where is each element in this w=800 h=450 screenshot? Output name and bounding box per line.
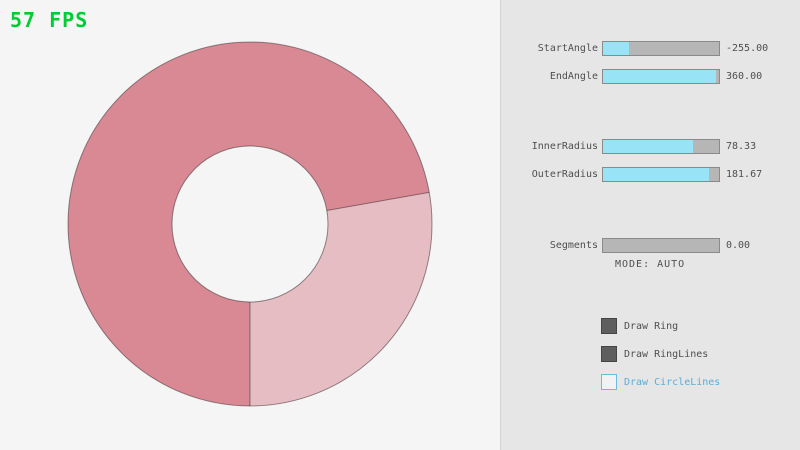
segments-slider[interactable] bbox=[602, 237, 720, 253]
segments-slider-row: Segments 0.00 bbox=[501, 237, 800, 253]
end-angle-value: 360.00 bbox=[726, 70, 763, 82]
segments-label: Segments bbox=[549, 239, 598, 251]
end-angle-slider-row: EndAngle 360.00 bbox=[501, 68, 800, 84]
checkbox-box[interactable] bbox=[601, 374, 617, 390]
slider-fill bbox=[603, 69, 716, 83]
checkbox-draw-circlelines[interactable]: Draw CircleLines bbox=[601, 374, 720, 390]
controls-panel: StartAngle -255.00 EndAngle 360.00 Inner… bbox=[500, 0, 800, 450]
outer-radius-slider-row: OuterRadius 181.67 bbox=[501, 166, 800, 182]
fps-counter: 57 FPS bbox=[10, 8, 89, 32]
slider-fill bbox=[603, 167, 709, 181]
render-canvas: 57 FPS bbox=[10, 8, 433, 407]
inner-radius-slider[interactable] bbox=[602, 138, 720, 154]
checkbox-label: Draw CircleLines bbox=[624, 376, 721, 388]
end-angle-slider[interactable] bbox=[602, 68, 720, 84]
donut-ring-graphic bbox=[67, 41, 433, 407]
checkbox-draw-ringlines[interactable]: Draw RingLines bbox=[601, 346, 708, 362]
inner-radius-value: 78.33 bbox=[726, 140, 757, 152]
start-angle-value: -255.00 bbox=[726, 42, 769, 54]
inner-radius-slider-row: InnerRadius 78.33 bbox=[501, 138, 800, 154]
segments-value: 0.00 bbox=[726, 239, 751, 251]
start-angle-slider[interactable] bbox=[602, 40, 720, 56]
checkbox-box[interactable] bbox=[601, 346, 617, 362]
start-angle-label: StartAngle bbox=[537, 42, 598, 54]
inner-radius-label: InnerRadius bbox=[531, 140, 598, 152]
start-angle-slider-row: StartAngle -255.00 bbox=[501, 40, 800, 56]
outer-radius-slider[interactable] bbox=[602, 166, 720, 182]
checkbox-label: Draw RingLines bbox=[624, 348, 709, 360]
slider-fill bbox=[603, 41, 629, 55]
checkbox-draw-ring[interactable]: Draw Ring bbox=[601, 318, 678, 334]
segments-mode-label: MODE: AUTO bbox=[615, 259, 686, 270]
checkbox-label: Draw Ring bbox=[624, 320, 679, 332]
checkbox-box[interactable] bbox=[601, 318, 617, 334]
outer-radius-value: 181.67 bbox=[726, 168, 763, 180]
outer-radius-label: OuterRadius bbox=[531, 168, 598, 180]
slider-fill bbox=[603, 139, 694, 153]
end-angle-label: EndAngle bbox=[549, 70, 598, 82]
